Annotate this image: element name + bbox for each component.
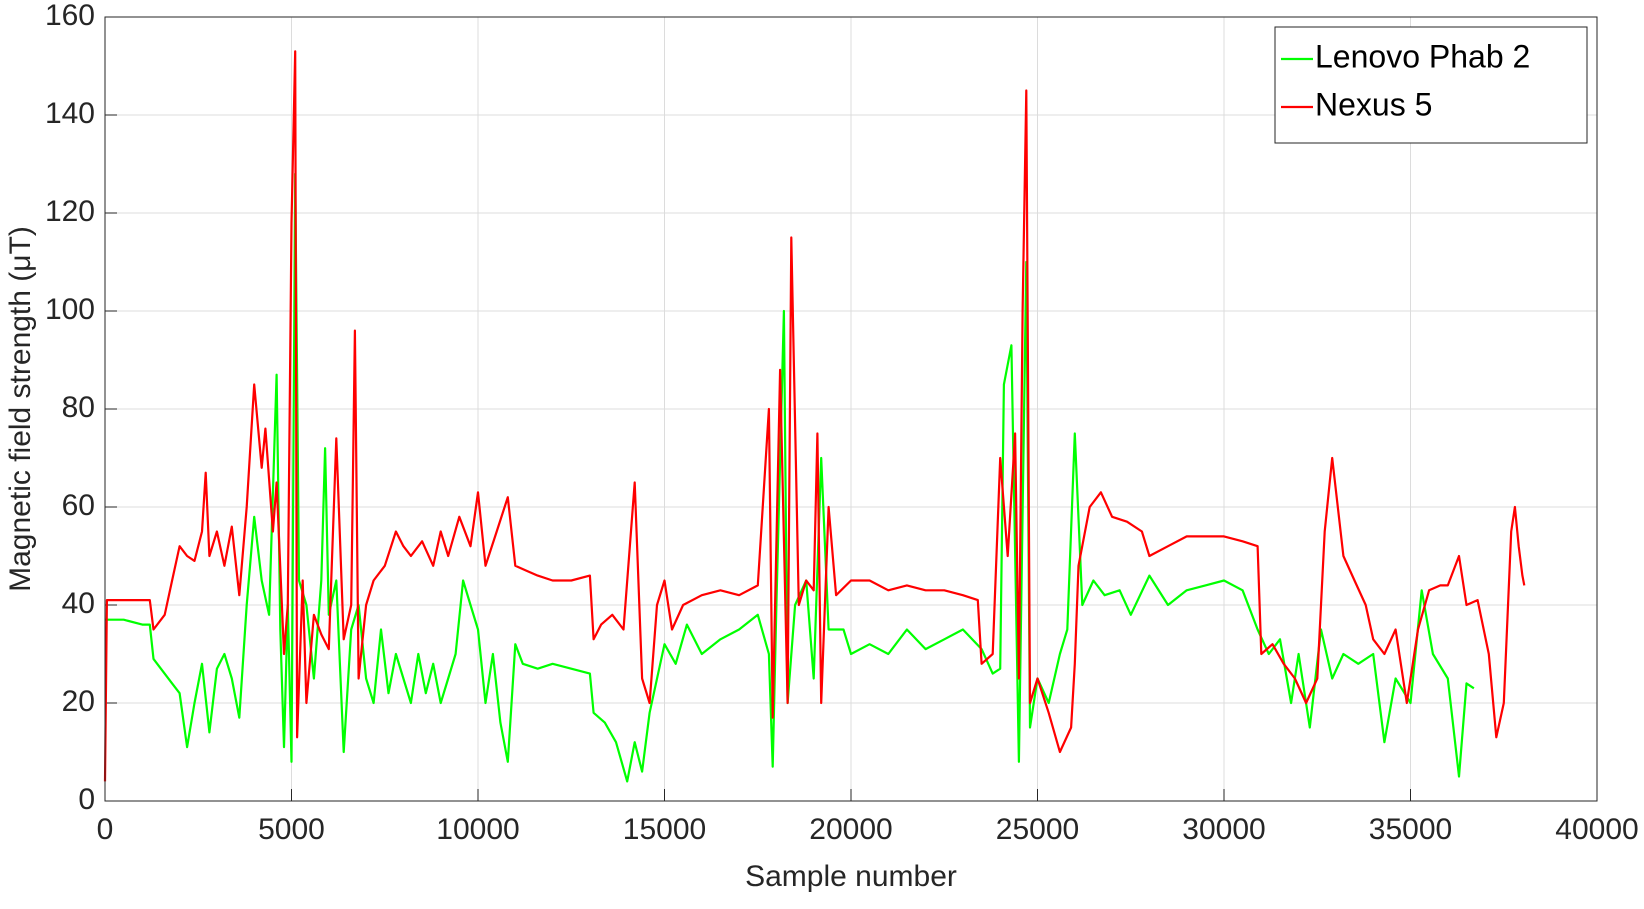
legend-label: Lenovo Phab 2 [1315,38,1530,74]
y-tick-label: 40 [62,587,95,620]
y-tick-label: 0 [78,783,95,816]
x-axis-label: Sample number [745,860,957,893]
legend-box [1274,26,1588,144]
y-tick-label: 100 [45,293,95,326]
y-tick-label: 60 [62,489,95,522]
y-axis-label: Magnetic field strength (μT) [4,226,37,592]
legend-label: Nexus 5 [1315,86,1432,122]
x-tick-label: 35000 [1369,813,1452,846]
y-tick-label: 80 [62,391,95,424]
x-tick-label: 0 [97,813,114,846]
x-tick-label: 40000 [1555,813,1638,846]
x-tick-label: 5000 [258,813,325,846]
y-tick-label: 140 [45,97,95,130]
y-tick-label: 120 [45,195,95,228]
x-tick-label: 20000 [809,813,892,846]
legend: Lenovo Phab 2 Nexus 5 [1274,26,1588,144]
y-tick-label: 20 [62,685,95,718]
y-tick-label: 160 [45,0,95,32]
series-line [105,172,1475,783]
series-line [103,50,1526,782]
x-tick-label: 30000 [1182,813,1265,846]
x-tick-label: 15000 [623,813,706,846]
plot-frame [104,16,1598,802]
x-tick-label: 25000 [996,813,1079,846]
x-tick-label: 10000 [436,813,519,846]
